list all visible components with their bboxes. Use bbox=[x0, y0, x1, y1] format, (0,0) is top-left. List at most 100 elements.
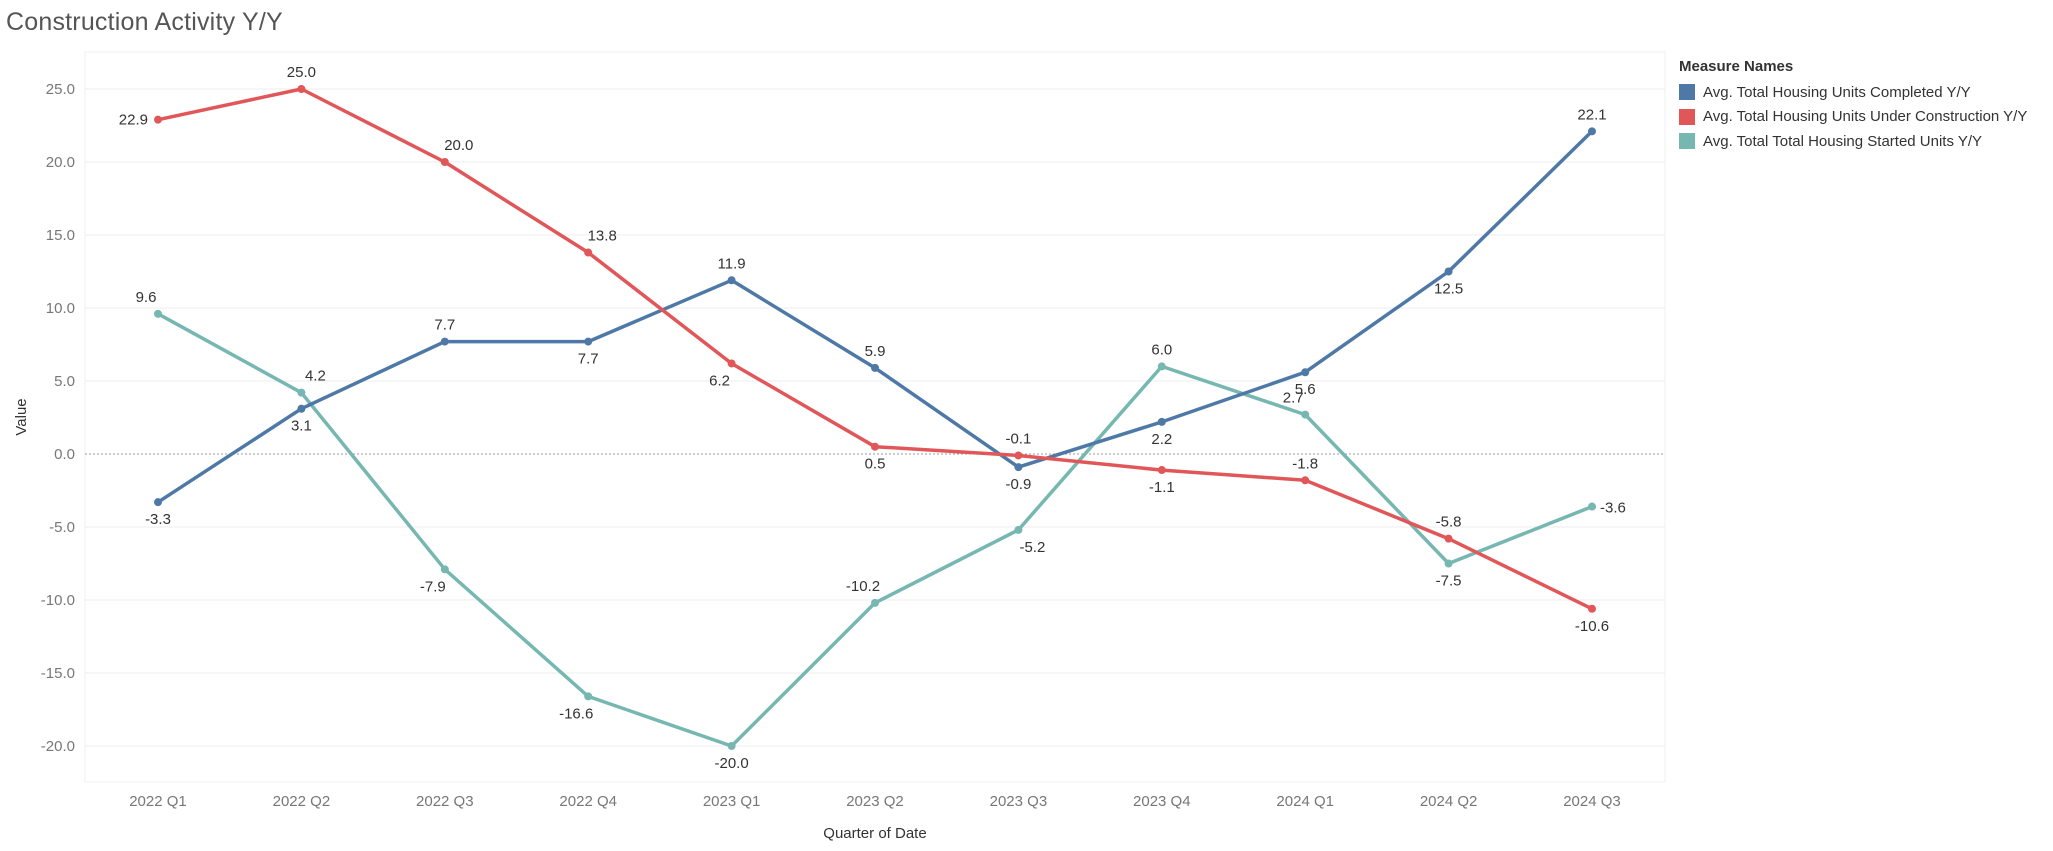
data-label: -3.3 bbox=[145, 511, 171, 528]
data-point[interactable] bbox=[727, 276, 736, 285]
x-tick-label: 2024 Q1 bbox=[1276, 793, 1334, 810]
data-point[interactable] bbox=[1014, 451, 1023, 460]
data-label: -0.1 bbox=[1005, 430, 1031, 447]
data-label: 7.7 bbox=[434, 317, 455, 334]
data-label: 13.8 bbox=[588, 228, 617, 245]
x-tick-label: 2022 Q1 bbox=[129, 793, 187, 810]
data-label: 6.0 bbox=[1151, 341, 1172, 358]
data-label: -5.8 bbox=[1436, 514, 1462, 531]
legend-item-under-construction[interactable]: Avg. Total Housing Units Under Construct… bbox=[1679, 105, 2027, 130]
data-point[interactable] bbox=[1157, 417, 1166, 426]
data-point[interactable] bbox=[154, 309, 162, 318]
data-label: -5.2 bbox=[1019, 539, 1045, 556]
y-tick-label: 0.0 bbox=[54, 446, 75, 463]
data-label: 20.0 bbox=[444, 137, 473, 154]
data-point[interactable] bbox=[1301, 476, 1310, 485]
data-point[interactable] bbox=[1444, 559, 1453, 568]
data-label: -7.5 bbox=[1436, 573, 1462, 590]
data-label: 4.2 bbox=[305, 368, 326, 385]
legend-swatch-under-construction bbox=[1679, 108, 1695, 125]
data-point[interactable] bbox=[1014, 525, 1023, 534]
y-tick-label: 25.0 bbox=[46, 81, 75, 98]
data-point[interactable] bbox=[1444, 267, 1453, 276]
data-label: 7.7 bbox=[578, 351, 599, 368]
data-label: 9.6 bbox=[136, 289, 157, 306]
data-label: 22.9 bbox=[119, 112, 148, 129]
legend-label-started: Avg. Total Total Housing Started Units Y… bbox=[1703, 132, 1983, 150]
data-label: -10.2 bbox=[846, 578, 880, 595]
legend-swatch-completed bbox=[1679, 84, 1695, 101]
data-point[interactable] bbox=[871, 598, 879, 607]
data-point[interactable] bbox=[584, 248, 593, 257]
data-label: -1.8 bbox=[1292, 455, 1318, 472]
legend-swatch-started bbox=[1679, 133, 1695, 150]
data-point[interactable] bbox=[1157, 362, 1166, 371]
data-point[interactable] bbox=[727, 742, 736, 750]
data-point[interactable] bbox=[1588, 127, 1596, 136]
data-point[interactable] bbox=[440, 158, 449, 166]
y-tick-label: 20.0 bbox=[46, 154, 75, 171]
data-label: 22.1 bbox=[1577, 106, 1606, 123]
data-point[interactable] bbox=[1588, 502, 1596, 511]
x-tick-label: 2023 Q2 bbox=[846, 793, 904, 810]
y-axis-title: Value bbox=[13, 398, 30, 435]
y-tick-label: -15.0 bbox=[41, 665, 75, 682]
x-tick-label: 2024 Q2 bbox=[1420, 793, 1478, 810]
x-tick-label: 2023 Q4 bbox=[1133, 793, 1191, 810]
x-tick-label: 2023 Q3 bbox=[990, 793, 1048, 810]
data-point[interactable] bbox=[297, 404, 306, 413]
data-point[interactable] bbox=[1301, 410, 1310, 419]
data-point[interactable] bbox=[584, 692, 593, 701]
data-point[interactable] bbox=[1014, 463, 1023, 472]
y-tick-label: 10.0 bbox=[46, 300, 75, 317]
legend-label-completed: Avg. Total Housing Units Completed Y/Y bbox=[1703, 83, 1971, 101]
legend-item-started[interactable]: Avg. Total Total Housing Started Units Y… bbox=[1679, 129, 2027, 154]
data-point[interactable] bbox=[154, 115, 162, 124]
data-point[interactable] bbox=[584, 337, 593, 346]
plot-area bbox=[84, 51, 1666, 783]
chart-title: Construction Activity Y/Y bbox=[6, 8, 283, 36]
y-tick-label: 15.0 bbox=[46, 227, 75, 244]
y-tick-label: 5.0 bbox=[54, 373, 75, 390]
x-tick-label: 2022 Q4 bbox=[559, 793, 617, 810]
data-point[interactable] bbox=[1444, 534, 1453, 543]
data-point[interactable] bbox=[297, 388, 306, 397]
data-label: 2.2 bbox=[1151, 431, 1172, 448]
data-point[interactable] bbox=[727, 359, 736, 368]
data-label: 12.5 bbox=[1434, 281, 1463, 298]
data-point[interactable] bbox=[871, 363, 879, 372]
data-label: 5.9 bbox=[865, 343, 886, 360]
data-point[interactable] bbox=[1157, 466, 1166, 475]
x-tick-label: 2022 Q3 bbox=[416, 793, 474, 810]
legend-title: Measure Names bbox=[1679, 58, 1794, 75]
y-tick-label: -5.0 bbox=[49, 519, 75, 536]
data-point[interactable] bbox=[440, 565, 449, 574]
data-label: -7.9 bbox=[420, 578, 446, 595]
data-point[interactable] bbox=[871, 442, 879, 451]
data-point[interactable] bbox=[440, 337, 449, 346]
data-point[interactable] bbox=[1588, 604, 1596, 613]
data-label: -3.6 bbox=[1600, 500, 1626, 517]
data-label: -16.6 bbox=[559, 705, 593, 722]
x-axis-title: Quarter of Date bbox=[823, 825, 926, 842]
legend-item-completed[interactable]: Avg. Total Housing Units Completed Y/Y bbox=[1679, 80, 2027, 105]
data-point[interactable] bbox=[1301, 368, 1310, 377]
x-tick-label: 2022 Q2 bbox=[273, 793, 331, 810]
data-label: -0.9 bbox=[1005, 476, 1031, 493]
legend-label-under-construction: Avg. Total Housing Units Under Construct… bbox=[1703, 108, 2028, 126]
x-tick-label: 2023 Q1 bbox=[703, 793, 761, 810]
data-label: -1.1 bbox=[1149, 479, 1175, 496]
data-point[interactable] bbox=[154, 498, 162, 507]
data-label: 0.5 bbox=[865, 456, 886, 473]
data-label: 11.9 bbox=[718, 255, 746, 272]
y-tick-label: -10.0 bbox=[41, 592, 75, 609]
x-tick-label: 2024 Q3 bbox=[1563, 793, 1621, 810]
y-tick-label: -20.0 bbox=[41, 738, 75, 755]
data-point[interactable] bbox=[297, 85, 306, 93]
data-label: -20.0 bbox=[714, 755, 748, 772]
series-line-2[interactable] bbox=[156, 312, 1594, 748]
data-label: 5.6 bbox=[1295, 381, 1316, 398]
data-label: 2.7 bbox=[1283, 390, 1304, 407]
data-label: 6.2 bbox=[709, 372, 730, 389]
